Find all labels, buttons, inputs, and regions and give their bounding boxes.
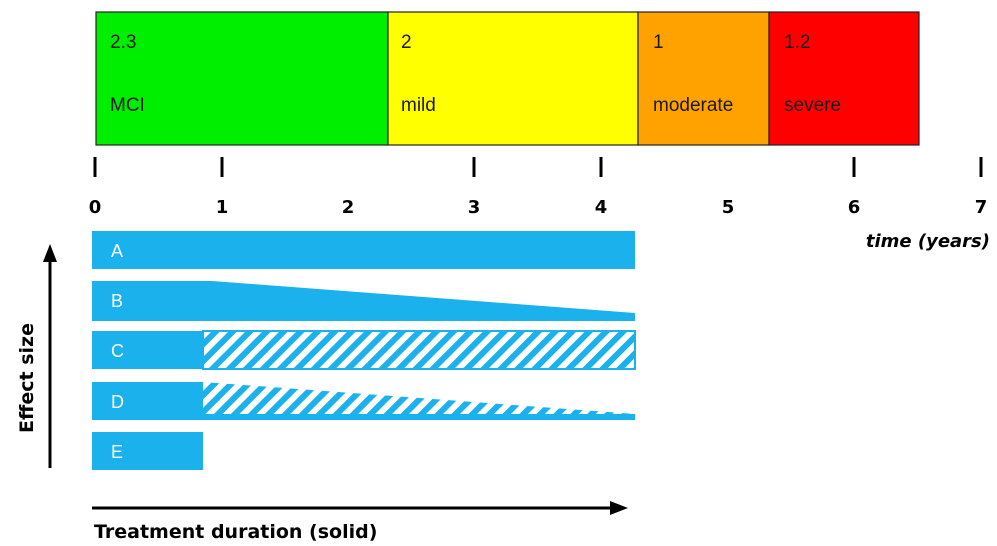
tick-label-7: 7: [975, 197, 988, 218]
time-axis-label: time (years): [866, 231, 990, 252]
scenario-d-hatched-baseline: [203, 414, 635, 420]
stage-severe-value: 1.2: [784, 32, 810, 53]
tick-5: 5: [722, 197, 735, 218]
scenario-bars: A B C D E: [92, 231, 636, 470]
stage-moderate-box: [637, 11, 770, 146]
stage-mild-box: [387, 11, 639, 146]
scenario-b: B: [92, 281, 635, 321]
stage-mci-label: MCI: [110, 95, 145, 116]
effect-size-arrow-head: [43, 244, 57, 262]
time-axis: 0 1 2 3 4 5 6 7 time (years): [89, 157, 990, 252]
stage-mild-value: 2: [401, 32, 412, 53]
scenario-e-bar: [92, 432, 203, 470]
scenario-b-label: B: [111, 291, 123, 311]
tick-label-5: 5: [722, 197, 735, 218]
stage-moderate-value: 1: [653, 32, 664, 53]
tick-1: 1: [216, 157, 229, 218]
stage-mci: 2.3 MCI: [95, 11, 389, 146]
tick-0: 0: [89, 157, 102, 218]
scenario-c: C: [92, 330, 636, 370]
tick-6: 6: [848, 157, 861, 218]
scenario-e: E: [92, 432, 203, 470]
scenario-b-bar: [92, 281, 635, 321]
stage-severe: 1.2 severe: [768, 11, 920, 146]
stage-bar: 2.3 MCI 2 mild 1 moderate 1.2 severe: [95, 11, 920, 146]
tick-label-3: 3: [468, 197, 481, 218]
scenario-d-hatched-segment: [203, 382, 635, 420]
scenario-c-solid-segment: [92, 331, 203, 369]
stage-moderate-label: moderate: [653, 95, 733, 116]
tick-label-1: 1: [216, 197, 229, 218]
tick-2: 2: [342, 197, 355, 218]
scenario-a: A: [92, 231, 635, 269]
effect-size-label: Effect size: [16, 323, 38, 433]
tick-7: 7: [975, 157, 988, 218]
stage-mild: 2 mild: [387, 11, 639, 146]
stage-severe-box: [768, 11, 920, 146]
tick-label-6: 6: [848, 197, 861, 218]
scenario-c-hatched-segment: [202, 330, 636, 370]
tick-label-4: 4: [595, 197, 608, 218]
stage-mci-box: [95, 11, 389, 146]
tick-label-0: 0: [89, 197, 102, 218]
tick-3: 3: [468, 157, 481, 218]
scenario-a-bar: [92, 231, 635, 269]
scenario-d-solid-segment: [92, 382, 203, 420]
scenario-e-label: E: [111, 442, 123, 462]
stage-severe-label: severe: [784, 95, 841, 116]
stage-moderate: 1 moderate: [637, 11, 770, 146]
treatment-arrow-head: [610, 501, 628, 515]
stage-mci-value: 2.3: [110, 32, 136, 53]
tick-label-2: 2: [342, 197, 355, 218]
stage-mild-label: mild: [401, 95, 436, 116]
effect-size-axis: Effect size: [16, 244, 57, 468]
scenario-a-label: A: [111, 241, 123, 261]
scenario-d: D: [92, 382, 635, 420]
treatment-duration-label: Treatment duration (solid): [94, 521, 377, 543]
treatment-duration-axis: Treatment duration (solid): [92, 501, 628, 543]
tick-4: 4: [595, 157, 608, 218]
scenario-d-label: D: [111, 392, 124, 412]
scenario-c-label: C: [111, 341, 124, 361]
